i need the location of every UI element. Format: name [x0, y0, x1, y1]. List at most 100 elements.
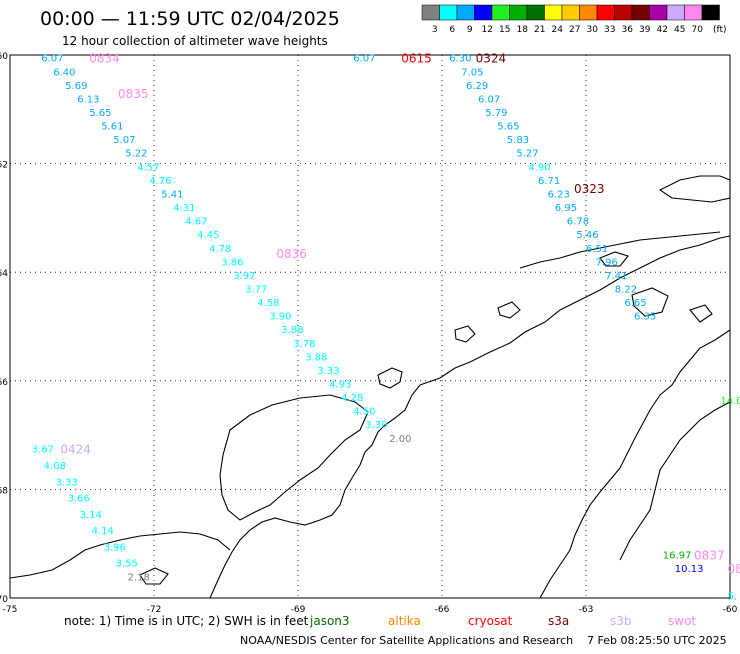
- legend-swatch: [421, 4, 440, 21]
- wave-height-value: 6.51: [586, 244, 608, 255]
- wave-height-value: 6.07: [478, 94, 500, 105]
- legend-swatch: [544, 4, 563, 21]
- map-title: 00:00 — 11:59 UTC 02/04/2025: [40, 8, 340, 30]
- wave-height-value: 5.27: [516, 149, 538, 160]
- legend-swatch: [509, 4, 528, 21]
- wave-height-color-legend: 3 6 9 12 15 18 21 24 27 30 33 36 39 42 45 70: [421, 4, 720, 35]
- wave-height-value: 6.95: [555, 203, 577, 214]
- pass-time-label: 0836: [276, 247, 307, 261]
- wave-height-value: 10.13: [675, 564, 704, 575]
- legend-tick-label: 3: [432, 25, 438, 35]
- wave-height-value: 3.66: [68, 494, 90, 505]
- legend-swatch: [631, 4, 650, 21]
- wave-height-value: 4.50: [353, 407, 375, 418]
- wave-height-value: 5.69: [65, 81, 87, 92]
- pass-time-label: 0837: [694, 549, 725, 563]
- anvers-island: [454, 325, 476, 343]
- legend-swatch: [456, 4, 475, 21]
- pass-time-label: 0835: [118, 87, 149, 101]
- wave-height-value: 5.22: [125, 149, 147, 160]
- lon-tick-label: -69: [291, 605, 306, 615]
- satellite-name-s3b: s3b: [610, 614, 632, 628]
- coastline: [9, 175, 731, 599]
- wave-height-value: 2.00: [389, 434, 411, 445]
- wave-height-value: 3.78: [293, 339, 315, 350]
- satellite-name-s3a: s3a: [548, 614, 569, 628]
- lat-tick-label: -68: [0, 486, 8, 496]
- thurston-area-islands: [139, 567, 169, 585]
- pass-time-label: 0615: [401, 52, 432, 66]
- peninsula-west-coast: [209, 384, 421, 599]
- wave-height-value: 3.90: [269, 312, 291, 323]
- lon-tick-label: -63: [579, 605, 594, 615]
- wave-height-value: 4.78: [209, 244, 231, 255]
- satellite-name-altika: altika: [388, 614, 421, 628]
- legend-tick-label: 30: [587, 25, 599, 35]
- lon-tick-label: -75: [3, 605, 18, 615]
- wave-height-value: 3.30: [365, 420, 387, 431]
- legend-swatch: [439, 4, 458, 21]
- wave-height-value: 6.78: [567, 217, 589, 228]
- wave-height-value: 4.31: [173, 203, 195, 214]
- wave-height-value: 3.97: [233, 271, 255, 282]
- satellite-name-jason3: jason3: [309, 614, 350, 628]
- legend-tick-label: 9: [467, 25, 473, 35]
- wave-height-value: 5.07: [113, 135, 135, 146]
- satellite-legend: jason3 altika cryosat s3a s3b swot: [309, 614, 696, 628]
- lon-tick-label: -72: [147, 605, 162, 615]
- wave-height-value: 3.33: [317, 366, 339, 377]
- legend-tick-label: 12: [482, 25, 493, 35]
- pass-time-label: 0424: [60, 443, 91, 457]
- legend-tick-label: 18: [517, 25, 529, 35]
- map-subtitle: 12 hour collection of altimeter wave hei…: [62, 34, 328, 48]
- lat-tick-label: -60: [0, 52, 8, 62]
- wave-height-value: 6.71: [538, 176, 560, 187]
- wave-height-value: 16.97: [663, 551, 692, 562]
- lon-tick-label: -60: [723, 605, 738, 615]
- legend-tick-label: 27: [569, 25, 580, 35]
- pass-time-label: 0834: [89, 52, 120, 66]
- legend-tick-label: 36: [622, 25, 634, 35]
- legend-swatch: [474, 4, 493, 21]
- legend-tick-label: 6: [449, 25, 455, 35]
- wave-height-value: 5.: [728, 591, 738, 602]
- wave-height-value: 4.08: [44, 461, 66, 472]
- james-ross-island: [631, 287, 669, 317]
- wave-height-value: 2.18: [128, 572, 150, 583]
- wave-height-value: 4.90: [528, 162, 550, 173]
- legend-swatch: [596, 4, 615, 21]
- map-area: -75 -72 -69 -66 -63 -60 -60 -62 -64 -66 -68 -70: [0, 52, 740, 615]
- peninsula-east-coast: [539, 329, 731, 599]
- wave-height-value: 6.07: [353, 54, 375, 65]
- wave-height-value: 5.46: [576, 230, 598, 241]
- legend-tick-label: 45: [674, 25, 685, 35]
- wave-height-value: 7.05: [461, 67, 483, 78]
- wave-height-value: 6.13: [77, 94, 99, 105]
- lon-tick-label: -66: [435, 605, 450, 615]
- alexander-island: [219, 394, 369, 521]
- legend-swatch: [491, 4, 510, 21]
- wave-height-value: 5.83: [507, 135, 529, 146]
- legend-unit: (ft): [713, 25, 727, 35]
- lat-lon-grid: -75 -72 -69 -66 -63 -60 -60 -62 -64 -66 -68 -70: [0, 52, 738, 615]
- legend-tick-label: 21: [534, 25, 545, 35]
- wave-height-value: 6.65: [624, 298, 646, 309]
- snow-hill-island: [689, 304, 713, 323]
- satellite-name-cryosat: cryosat: [468, 614, 513, 628]
- wave-height-value: 4.93: [329, 380, 351, 391]
- wave-height-value: 3.86: [221, 257, 243, 268]
- footer-note: note: 1) Time is in UTC; 2) SWH is in fe…: [64, 614, 309, 628]
- lat-tick-label: -66: [0, 378, 8, 388]
- brabant-island: [497, 301, 521, 319]
- wave-height-value: 4.14: [92, 526, 114, 537]
- wave-height-value: 6.23: [548, 189, 570, 200]
- wave-height-value: 6.29: [466, 81, 488, 92]
- wave-height-value: 3.88: [305, 352, 327, 363]
- wave-height-value: 3.67: [32, 445, 54, 456]
- wave-height-value: 6.35: [634, 312, 656, 323]
- larsen-ice-shelf-edge: [619, 401, 731, 561]
- wave-height-value: 4.45: [197, 230, 219, 241]
